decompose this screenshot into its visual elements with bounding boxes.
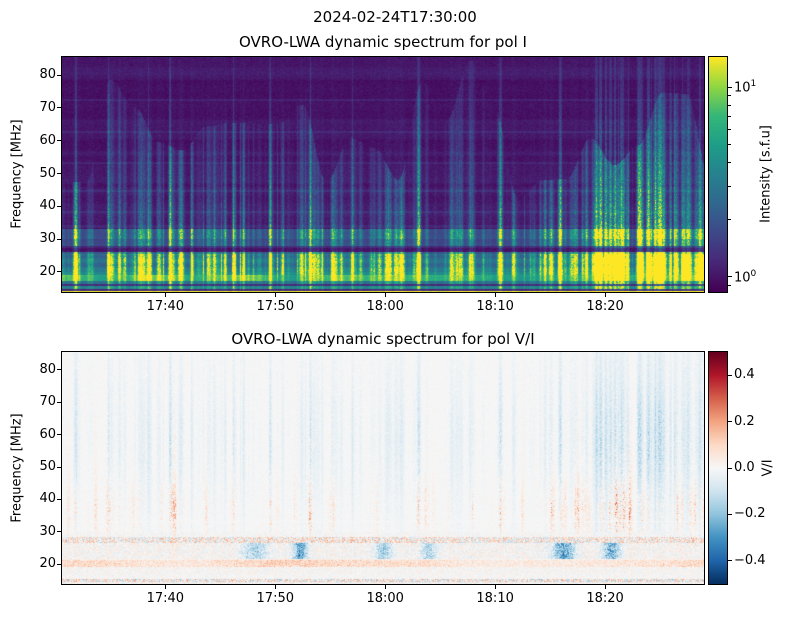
y-tick: [57, 107, 61, 109]
top-colorbar-frame: [708, 56, 728, 293]
figure-suptitle: 2024-02-24T17:30:00: [313, 8, 477, 26]
y-tick: [57, 205, 61, 207]
x-tick: [494, 293, 496, 297]
x-tick-label: 17:50: [256, 591, 294, 606]
y-tick: [57, 531, 61, 533]
y-tick-label: 20: [39, 263, 56, 279]
y-tick: [57, 271, 61, 273]
colorbar-tick-label: 101: [734, 79, 757, 96]
colorbar-tick: [728, 560, 732, 562]
colorbar-tick-label: 0.0: [734, 460, 755, 475]
colorbar-tick: [728, 86, 732, 88]
bottom-colorbar-frame: [708, 351, 728, 585]
colorbar-minor-tick: [728, 104, 731, 106]
colorbar-tick-label: 100: [734, 268, 757, 285]
x-tick-label: 18:10: [476, 591, 514, 606]
x-tick: [274, 293, 276, 297]
pol-vi-spectrogram: [62, 352, 704, 584]
colorbar-tick-label: 0.4: [734, 367, 755, 383]
x-tick: [604, 585, 606, 589]
y-tick-label: 30: [39, 523, 56, 539]
x-tick: [164, 585, 166, 589]
colorbar-tick: [728, 421, 732, 423]
y-tick: [57, 563, 61, 565]
colorbar-tick-label: −0.4: [734, 552, 766, 568]
colorbar-minor-tick: [728, 95, 731, 97]
colorbar-minor-tick: [728, 284, 731, 286]
x-tick-label: 18:20: [586, 591, 624, 606]
y-tick-label: 40: [39, 491, 56, 507]
colorbar-tick: [728, 374, 732, 376]
bottom-axes-frame: [61, 351, 705, 585]
y-tick: [57, 466, 61, 468]
bottom-chart-title: OVRO-LWA dynamic spectrum for pol V/I: [231, 330, 535, 348]
colorbar-tick: [728, 276, 732, 278]
colorbar-tick-label: 0.2: [734, 413, 755, 429]
y-tick-label: 50: [39, 165, 56, 181]
y-tick: [57, 498, 61, 500]
top-axes-frame: [61, 56, 705, 293]
top-colorbar-gradient: [709, 57, 727, 292]
y-tick-label: 30: [39, 231, 56, 247]
pol-i-spectrogram: [62, 57, 704, 292]
y-tick: [57, 140, 61, 142]
y-tick-label: 70: [39, 394, 56, 410]
x-tick: [384, 585, 386, 589]
colorbar-tick-label: −0.2: [734, 506, 766, 522]
y-tick-label: 60: [39, 132, 56, 148]
y-tick: [57, 401, 61, 403]
x-tick-label: 17:40: [146, 591, 185, 606]
top-chart-title: OVRO-LWA dynamic spectrum for pol I: [239, 33, 527, 51]
colorbar-minor-tick: [728, 128, 731, 130]
x-tick-label: 17:40: [146, 299, 185, 314]
x-tick-label: 18:00: [366, 591, 404, 606]
colorbar-minor-tick: [728, 115, 731, 117]
y-tick-label: 70: [39, 99, 56, 115]
colorbar-minor-tick: [728, 143, 731, 145]
x-tick-label: 18:00: [366, 299, 404, 314]
y-tick: [57, 173, 61, 174]
bottom-colorbar-label: V/I: [760, 459, 776, 477]
x-tick-label: 18:10: [476, 299, 514, 314]
colorbar-tick: [728, 467, 732, 469]
y-tick: [57, 369, 61, 371]
colorbar-minor-tick: [728, 185, 731, 187]
y-tick: [57, 74, 61, 76]
x-tick: [494, 585, 496, 589]
colorbar-minor-tick: [728, 161, 731, 163]
top-colorbar-label: Intensity [s.f.u]: [758, 125, 774, 223]
x-tick-label: 18:20: [586, 299, 624, 314]
y-tick: [57, 434, 61, 436]
x-tick-label: 17:50: [256, 299, 294, 314]
colorbar-minor-tick: [728, 219, 731, 221]
y-tick-label: 40: [39, 198, 56, 214]
bottom-colorbar-gradient: [709, 352, 727, 584]
x-tick: [384, 293, 386, 297]
x-tick: [164, 293, 166, 297]
x-tick: [604, 293, 606, 297]
x-tick: [274, 585, 276, 589]
y-tick-label: 60: [39, 426, 56, 442]
y-tick-label: 80: [39, 361, 56, 377]
y-tick-label: 50: [39, 459, 56, 475]
y-tick: [57, 238, 61, 240]
colorbar-tick: [728, 513, 732, 515]
y-tick-label: 20: [39, 556, 56, 572]
y-tick-label: 80: [39, 67, 56, 83]
